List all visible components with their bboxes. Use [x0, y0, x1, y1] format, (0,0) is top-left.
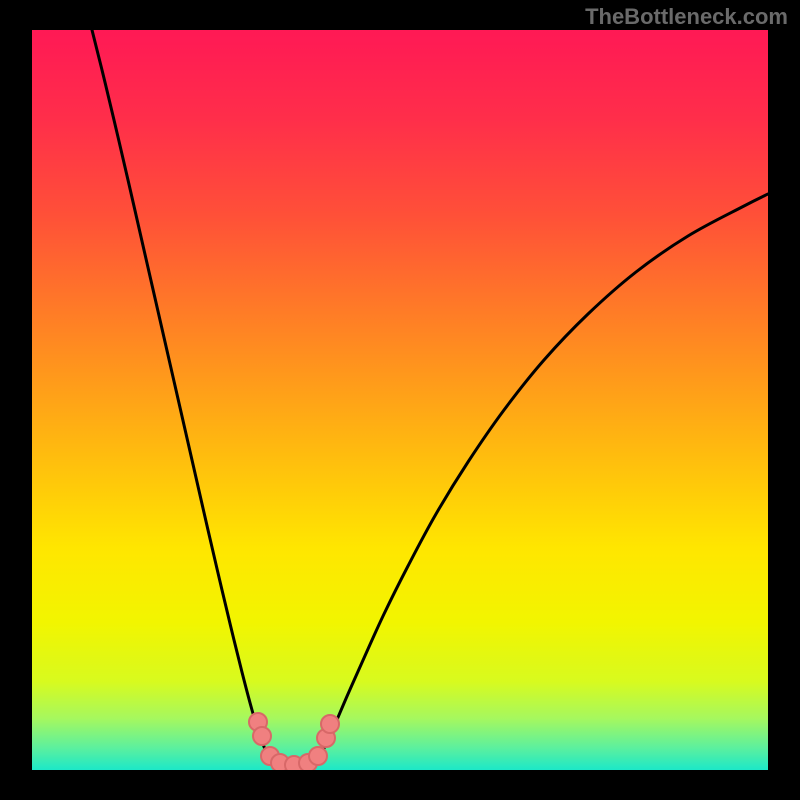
curve-marker	[253, 727, 271, 745]
chart-canvas: TheBottleneck.com	[0, 0, 800, 800]
watermark-text: TheBottleneck.com	[585, 4, 788, 30]
curve-layer	[32, 30, 768, 770]
plot-area	[32, 30, 768, 770]
v-curve-path	[92, 30, 768, 765]
curve-marker	[321, 715, 339, 733]
curve-marker	[309, 747, 327, 765]
marker-group	[249, 713, 339, 770]
